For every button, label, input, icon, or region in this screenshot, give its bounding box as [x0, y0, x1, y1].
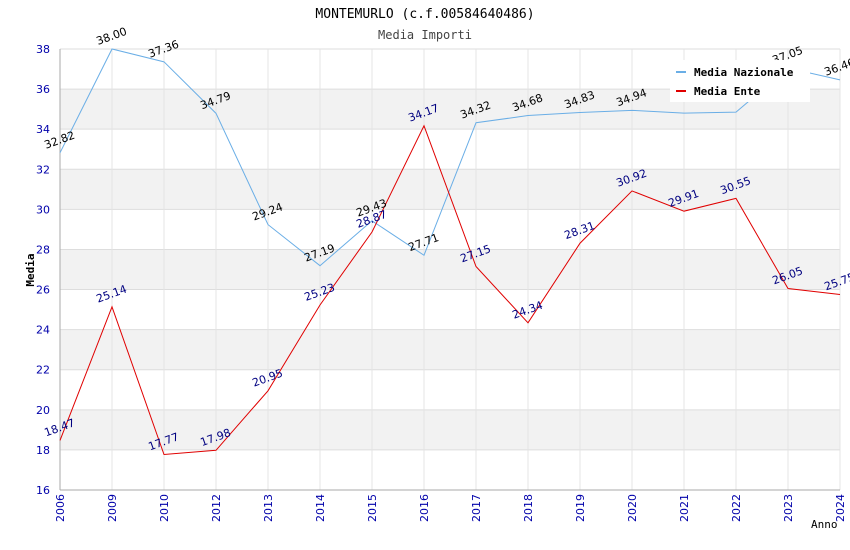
y-tick-label: 26 — [36, 284, 50, 297]
x-tick-label: 2024 — [834, 494, 847, 522]
y-tick-label: 36 — [36, 83, 50, 96]
x-tick-label: 2023 — [782, 494, 795, 522]
y-tick-label: 38 — [36, 43, 50, 56]
series-line-1 — [59, 124, 841, 456]
band — [60, 329, 840, 370]
x-tick-label: 2021 — [678, 494, 691, 522]
series-lines — [59, 48, 841, 456]
x-tick-label: 2019 — [574, 494, 587, 522]
y-tick-label: 34 — [36, 123, 50, 136]
chart-subtitle: Media Importi — [378, 28, 472, 42]
x-tick-label: 2015 — [366, 494, 379, 522]
legend-label-0: Media Nazionale — [694, 66, 794, 79]
legend-label-1: Media Ente — [694, 85, 761, 98]
y-tick-label: 30 — [36, 203, 50, 216]
x-tick-label: 2006 — [54, 494, 67, 522]
y-tick-label: 32 — [36, 163, 50, 176]
band — [60, 409, 840, 450]
y-tick-label: 18 — [36, 444, 50, 457]
x-tick-label: 2020 — [626, 494, 639, 522]
data-label: 36.46 — [823, 56, 850, 79]
y-axis-title: Media — [24, 253, 37, 286]
x-axis-title: Anno — [811, 518, 838, 531]
y-tick-label: 16 — [36, 484, 50, 497]
x-tick-label: 2012 — [210, 494, 223, 522]
x-tick-label: 2017 — [470, 494, 483, 522]
x-tick-label: 2014 — [314, 494, 327, 522]
chart-title: MONTEMURLO (c.f.00584640486) — [315, 7, 534, 22]
gridlines — [59, 48, 841, 491]
background-bands — [60, 89, 840, 450]
legend: Media Nazionale Media Ente — [670, 60, 810, 102]
y-tick-label: 28 — [36, 243, 50, 256]
x-tick-label: 2010 — [158, 494, 171, 522]
x-tick-label: 2022 — [730, 494, 743, 522]
x-tick-label: 2013 — [262, 494, 275, 522]
y-tick-label: 20 — [36, 404, 50, 417]
y-tick-label: 24 — [36, 324, 50, 337]
x-tick-label: 2018 — [522, 494, 535, 522]
x-tick-label: 2009 — [106, 494, 119, 522]
data-label: 38.00 — [95, 25, 129, 48]
y-tick-label: 22 — [36, 364, 50, 377]
series-line-0 — [59, 48, 841, 267]
x-tick-label: 2016 — [418, 494, 431, 522]
legend-box — [670, 60, 810, 102]
band — [60, 249, 840, 290]
